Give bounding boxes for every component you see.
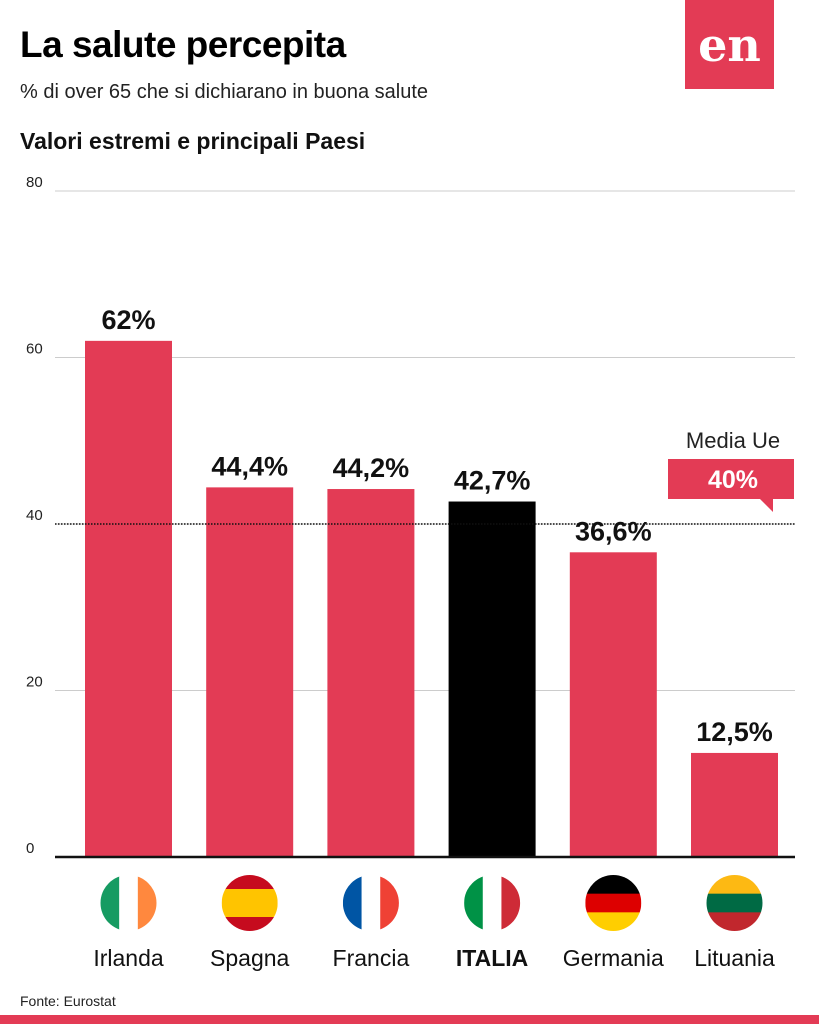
y-tick-label: 40 xyxy=(26,507,43,524)
category-label: Spagna xyxy=(210,945,290,971)
value-label: 42,7% xyxy=(454,466,531,496)
bar-spagna xyxy=(206,487,294,857)
germany-flag-icon xyxy=(585,875,642,931)
lithuania-flag-icon xyxy=(706,875,763,931)
y-tick-label: 60 xyxy=(26,341,43,358)
eu-average-label: Media Ue xyxy=(686,428,780,453)
y-tick-label: 20 xyxy=(26,674,43,691)
category-label: Germania xyxy=(563,945,664,971)
value-label: 44,2% xyxy=(333,453,410,483)
value-label: 44,4% xyxy=(211,451,288,481)
bottom-bar xyxy=(0,1015,819,1024)
bar-italia xyxy=(448,501,536,857)
bar-germania xyxy=(569,552,657,857)
category-label: Irlanda xyxy=(93,945,164,971)
source-note: Fonte: Eurostat xyxy=(20,993,116,1009)
bar-lituania xyxy=(691,752,778,857)
value-label: 62% xyxy=(101,305,155,335)
spain-flag-icon xyxy=(221,875,278,931)
bar-chart: 0 20 40 60 80 62% Irlanda 44,4% Spagna 44,2% Franc… xyxy=(26,174,795,971)
france-flag-icon xyxy=(342,875,399,931)
value-label: 36,6% xyxy=(575,516,652,546)
category-label: ITALIA xyxy=(456,945,528,971)
bar-francia xyxy=(327,489,415,857)
brand-logo: en xyxy=(685,0,774,89)
bar-irlanda xyxy=(85,340,172,858)
italy-flag-icon xyxy=(464,875,521,931)
value-label: 12,5% xyxy=(696,717,773,747)
eu-average-value: 40% xyxy=(708,466,758,494)
category-label: Lituania xyxy=(694,945,775,971)
logo-text: en xyxy=(698,17,761,72)
section-title: Valori estremi e principali Paesi xyxy=(20,128,366,154)
subtitle: % di over 65 che si dichiarano in buona … xyxy=(20,81,429,103)
eu-average-callout xyxy=(668,459,794,512)
y-tick-label: 80 xyxy=(26,174,43,191)
category-label: Francia xyxy=(333,945,410,971)
page-title: La salute percepita xyxy=(20,24,346,65)
y-tick-label: 0 xyxy=(26,840,34,857)
ireland-flag-icon xyxy=(100,875,157,931)
